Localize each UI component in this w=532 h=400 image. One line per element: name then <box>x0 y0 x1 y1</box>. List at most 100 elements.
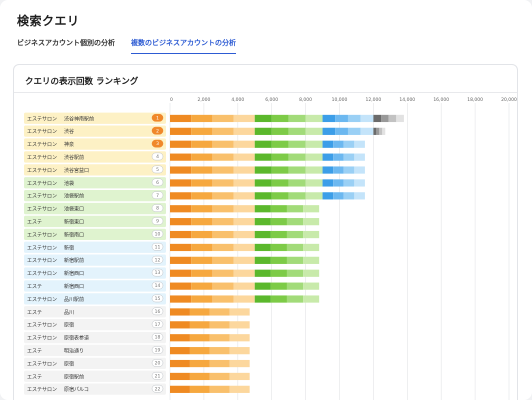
bar-segment <box>212 295 234 303</box>
row-area-label: 新宿 <box>64 244 74 251</box>
bar-segment <box>229 334 250 342</box>
bar-segment <box>170 308 190 316</box>
x-tick-label: 4,000 <box>231 97 244 103</box>
x-tick-label: 20,000 <box>501 97 517 103</box>
bar-segment <box>373 127 377 135</box>
bar-segment <box>170 372 190 381</box>
row-store-label: エステサロン <box>27 258 57 264</box>
row-store-label: エステサロン <box>27 207 57 213</box>
rank-number: 17 <box>155 322 161 328</box>
bar-segment <box>233 192 255 200</box>
x-tick-label: 12,000 <box>366 97 382 103</box>
rank-number: 13 <box>155 270 161 276</box>
bar-segment <box>233 269 255 277</box>
bar-segment <box>305 114 323 123</box>
bar-segment <box>212 114 234 123</box>
bar-segment <box>233 205 255 213</box>
tab-multiple-analysis[interactable]: 複数のビジネスアカウントの分析 <box>131 38 236 54</box>
rank-badge <box>151 346 164 354</box>
bar-segment <box>270 243 287 252</box>
x-tick-label: 14,000 <box>399 97 415 103</box>
row-highlight <box>24 383 166 395</box>
bar-segment <box>254 295 271 303</box>
bar-segment <box>170 127 192 135</box>
row-area-label: 神泉 <box>64 141 74 148</box>
row-area-label: 原宿駅前 <box>64 373 84 380</box>
bar-segment <box>376 127 380 135</box>
bar-segment <box>191 179 213 187</box>
row-store-label: エステ <box>27 219 42 225</box>
card-title: クエリの表示回数 ランキング <box>25 77 139 87</box>
tab-individual-analysis[interactable]: ビジネスアカウント個別の分析 <box>17 39 115 47</box>
bar-segment <box>212 256 234 264</box>
bar-segment <box>288 166 306 174</box>
bar-segment <box>212 179 234 187</box>
bar-segment <box>286 243 304 252</box>
bar-segment <box>271 179 289 187</box>
row-highlight <box>24 319 166 331</box>
rank-number: 7 <box>156 193 159 199</box>
bar-segment <box>170 282 192 290</box>
x-tick-label: 0 <box>170 97 173 103</box>
bar-segment <box>254 230 271 239</box>
bar-segment <box>333 166 344 174</box>
bar-segment <box>271 166 289 174</box>
bar-segment <box>270 230 287 239</box>
rank-number: 21 <box>155 373 161 379</box>
bar-segment <box>233 256 255 264</box>
row-area-label: 新宿南口 <box>64 231 84 238</box>
row-area-label: 渋谷駅前 <box>64 154 84 161</box>
row-highlight <box>24 331 166 344</box>
bar-segment <box>170 166 192 174</box>
bar-segment <box>322 140 334 148</box>
row-area-label: 池袋 <box>64 180 74 187</box>
bar-segment <box>229 321 250 329</box>
bar-segment <box>271 192 289 200</box>
bar-segment <box>233 153 255 161</box>
rank-number: 16 <box>155 309 161 315</box>
row-store-label: エステ <box>27 348 42 354</box>
rank-badge <box>151 320 164 329</box>
row-highlight <box>24 112 166 124</box>
bar-segment <box>303 218 320 226</box>
bar-segment <box>212 205 234 213</box>
bar-segment <box>254 218 271 226</box>
bar-segment <box>333 179 344 187</box>
bar-segment <box>254 127 272 135</box>
bar-segment <box>288 153 306 161</box>
bar-segment <box>286 295 304 303</box>
rank-badge <box>151 204 164 212</box>
bar-segment <box>303 295 320 303</box>
row-store-label: エステサロン <box>27 129 57 135</box>
bar-segment <box>271 140 289 148</box>
row-highlight <box>24 138 166 150</box>
bar-segment <box>229 372 250 381</box>
bar-segment <box>209 334 230 342</box>
row-store-label: エステサロン <box>27 336 57 342</box>
bar-segment <box>303 243 320 252</box>
rank-number: 20 <box>155 361 161 367</box>
page-title: 検索クエリ <box>17 14 80 28</box>
row-area-label: 品川駅前 <box>64 296 84 303</box>
bar-segment <box>322 166 334 174</box>
row-highlight <box>24 370 166 382</box>
bar-segment <box>286 282 304 290</box>
row-area-label: 渋谷神南駅前 <box>64 115 94 122</box>
bar-segment <box>170 179 192 187</box>
bar-segment <box>170 347 190 355</box>
bar-segment <box>170 256 192 264</box>
bar-segment <box>212 218 234 226</box>
bar-segment <box>354 140 365 148</box>
row-area-label: 新宿西口 <box>64 283 84 290</box>
bar-segment <box>322 114 336 123</box>
bar-segment <box>229 359 250 368</box>
bar-segment <box>191 243 213 252</box>
bar-segment <box>229 385 250 393</box>
bar-segment <box>212 243 234 252</box>
rank-number: 5 <box>156 167 159 173</box>
bar-segment <box>170 243 192 252</box>
bar-segment <box>288 114 306 123</box>
row-highlight <box>24 202 166 215</box>
bar-segment <box>233 127 255 135</box>
x-tick-label: 2,000 <box>197 97 210 103</box>
